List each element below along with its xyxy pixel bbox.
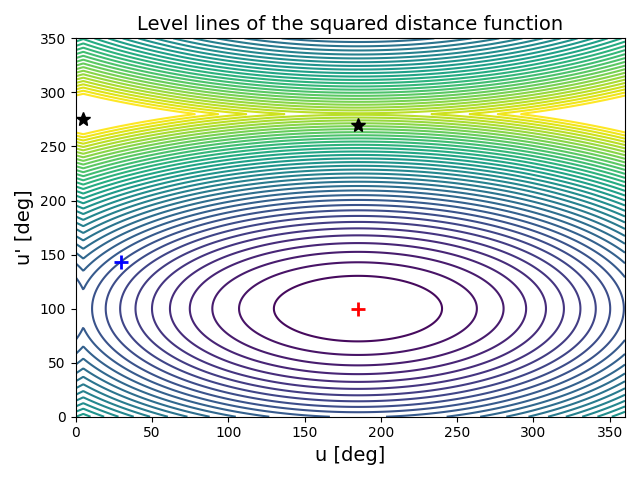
X-axis label: u [deg]: u [deg] — [316, 446, 385, 465]
Title: Level lines of the squared distance function: Level lines of the squared distance func… — [137, 15, 563, 34]
Y-axis label: u' [deg]: u' [deg] — [15, 190, 34, 265]
